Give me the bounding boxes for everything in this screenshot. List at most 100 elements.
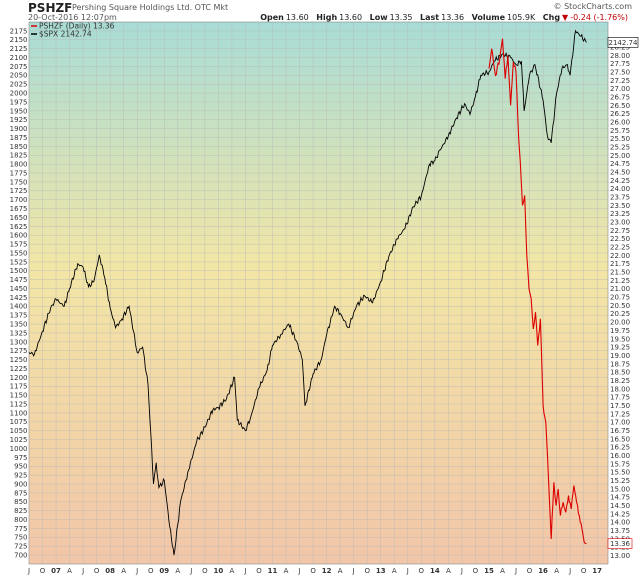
left-tick-label: 1200 xyxy=(10,374,28,382)
x-tick-label: O xyxy=(473,567,479,575)
left-tick-label: 925 xyxy=(14,472,27,480)
left-tick-label: 1400 xyxy=(10,303,28,311)
left-tick-label: 2050 xyxy=(10,72,28,80)
left-tick-label: 1925 xyxy=(10,116,28,124)
left-tick-label: 1100 xyxy=(10,409,28,417)
legend-pshzf: PSHZF (Daily) 13.36 xyxy=(39,22,115,31)
left-tick-label: 700 xyxy=(14,552,27,560)
right-tick-label: 21.50 xyxy=(610,269,630,277)
left-tick-label: 1000 xyxy=(10,445,28,453)
pshzf-last-badge-text: 13.36 xyxy=(610,540,631,548)
right-tick-label: 25.50 xyxy=(610,135,630,143)
legend: PSHZF (Daily) 13.36 $SPX 2142.74 xyxy=(31,22,115,39)
right-tick-label: 26.75 xyxy=(610,93,630,101)
left-tick-label: 1700 xyxy=(10,196,28,204)
left-axis: 7007257507758008258508759009259509751000… xyxy=(10,27,28,559)
x-tick-label: J xyxy=(514,567,517,575)
left-tick-label: 1050 xyxy=(10,427,28,435)
right-tick-label: 23.25 xyxy=(610,210,630,218)
right-tick-label: 16.75 xyxy=(610,427,630,435)
right-tick-label: 16.25 xyxy=(610,444,630,452)
left-tick-label: 1550 xyxy=(10,249,28,257)
right-tick-label: 15.00 xyxy=(610,485,630,493)
right-tick-label: 20.75 xyxy=(610,294,630,302)
left-tick-label: 1175 xyxy=(10,383,28,391)
left-tick-label: 1125 xyxy=(10,400,28,408)
right-tick-label: 26.25 xyxy=(610,110,630,118)
x-tick-label: A xyxy=(67,567,72,575)
right-tick-label: 22.00 xyxy=(610,252,630,260)
left-tick-label: 1975 xyxy=(10,98,28,106)
right-tick-label: 18.00 xyxy=(610,385,630,393)
x-axis: J O 07 A J O 08 A J O 09 A J O 10 A J O 11 A J O 12 A J O 13 A J O 14 A… xyxy=(27,567,602,575)
right-tick-label: 22.25 xyxy=(610,244,630,252)
x-tick-label: 15 xyxy=(484,567,494,575)
x-tick-label: 17 xyxy=(592,567,602,575)
left-tick-label: 1650 xyxy=(10,214,28,222)
x-tick-label: J xyxy=(406,567,409,575)
right-tick-label: 18.50 xyxy=(610,369,630,377)
x-tick-label: O xyxy=(256,567,262,575)
left-tick-label: 2025 xyxy=(10,81,28,89)
x-tick-label: O xyxy=(581,567,587,575)
right-tick-label: 15.25 xyxy=(610,477,630,485)
right-tick-label: 14.25 xyxy=(610,510,630,518)
open-value: 13.60 xyxy=(285,13,309,22)
x-tick-label: A xyxy=(338,567,343,575)
left-tick-label: 1325 xyxy=(10,329,28,337)
right-tick-label: 27.75 xyxy=(610,60,630,68)
chg-label: Chg xyxy=(542,13,561,22)
left-tick-label: 800 xyxy=(14,516,27,524)
left-tick-label: 1800 xyxy=(10,161,28,169)
right-tick-label: 18.75 xyxy=(610,360,630,368)
low-label: Low xyxy=(369,13,388,22)
right-tick-label: 24.75 xyxy=(610,160,630,168)
left-tick-label: 2000 xyxy=(10,89,28,97)
high-label: High xyxy=(316,13,338,22)
quote-summary: Open 13.60 High 13.60 Low 13.35 Last 13.36 V… xyxy=(255,13,628,22)
left-tick-label: 1500 xyxy=(10,267,28,275)
quote-datetime: 20-Oct-2016 12:07pm xyxy=(28,13,117,22)
last-value: 13.36 xyxy=(441,13,465,22)
right-tick-label: 20.50 xyxy=(610,302,630,310)
right-tick-label: 16.50 xyxy=(610,435,630,443)
left-tick-label: 2150 xyxy=(10,36,28,44)
left-tick-label: 950 xyxy=(14,463,27,471)
left-tick-label: 1850 xyxy=(10,143,28,151)
right-tick-label: 26.50 xyxy=(610,102,630,110)
right-tick-label: 19.75 xyxy=(610,327,630,335)
right-tick-label: 22.50 xyxy=(610,235,630,243)
left-tick-label: 1450 xyxy=(10,285,28,293)
x-tick-label: 08 xyxy=(105,567,115,575)
right-tick-label: 25.00 xyxy=(610,152,630,160)
copyright-label: © StockCharts.com xyxy=(553,2,632,11)
right-tick-label: 17.75 xyxy=(610,394,630,402)
low-value: 13.35 xyxy=(389,13,413,22)
high-value: 13.60 xyxy=(339,13,363,22)
x-tick-label: O xyxy=(40,567,46,575)
right-tick-label: 15.75 xyxy=(610,460,630,468)
right-tick-label: 17.00 xyxy=(610,419,630,427)
x-tick-label: A xyxy=(175,567,180,575)
right-tick-label: 13.75 xyxy=(610,527,630,535)
right-tick-label: 27.50 xyxy=(610,68,630,76)
x-tick-label: J xyxy=(189,567,192,575)
right-tick-label: 21.00 xyxy=(610,285,630,293)
x-tick-label: 12 xyxy=(322,567,332,575)
x-tick-label: J xyxy=(352,567,355,575)
left-tick-label: 1075 xyxy=(10,418,28,426)
right-tick-label: 21.25 xyxy=(610,277,630,285)
left-tick-label: 775 xyxy=(14,525,27,533)
down-triangle-icon: ▼ xyxy=(562,13,569,22)
right-tick-label: 13.00 xyxy=(610,552,630,560)
left-tick-label: 1025 xyxy=(10,436,28,444)
right-tick-label: 17.50 xyxy=(610,402,630,410)
left-tick-label: 1525 xyxy=(10,258,28,266)
left-tick-label: 1825 xyxy=(10,152,28,160)
spx-last-badge-text: 2142.74 xyxy=(609,39,638,47)
left-tick-label: 1425 xyxy=(10,294,28,302)
x-tick-label: J xyxy=(568,567,571,575)
x-tick-label: O xyxy=(527,567,533,575)
left-tick-label: 1475 xyxy=(10,276,28,284)
